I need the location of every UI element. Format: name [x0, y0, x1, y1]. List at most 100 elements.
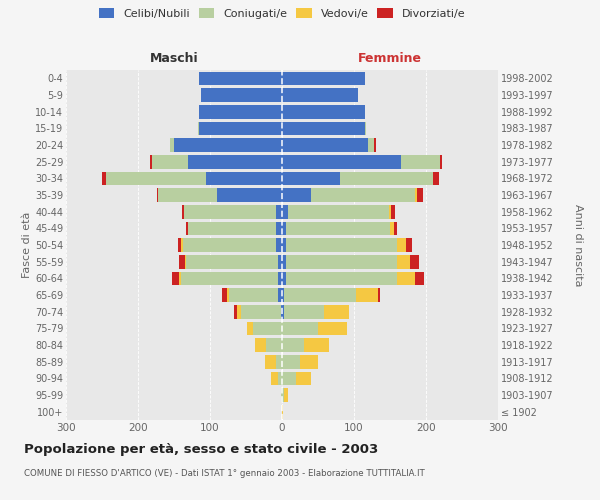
Text: Maschi: Maschi: [149, 52, 199, 65]
Bar: [150, 155, 152, 168]
Bar: [397, 272, 415, 285]
Bar: [179, 255, 185, 268]
Bar: [440, 155, 442, 168]
Bar: [390, 222, 394, 235]
Bar: [199, 105, 282, 118]
Bar: [282, 122, 365, 135]
Bar: [102, 172, 106, 185]
Bar: [282, 222, 286, 235]
Bar: [356, 288, 378, 302]
Text: COMUNE DI FIESSO D'ARTICO (VE) - Dati ISTAT 1° gennaio 2003 - Elaborazione TUTTI: COMUNE DI FIESSO D'ARTICO (VE) - Dati IS…: [24, 469, 425, 478]
Bar: [172, 272, 179, 285]
Bar: [174, 138, 282, 152]
Bar: [284, 388, 288, 402]
Bar: [415, 188, 418, 202]
Bar: [415, 272, 424, 285]
Bar: [286, 238, 397, 252]
Bar: [185, 222, 188, 235]
Bar: [281, 388, 282, 402]
Bar: [288, 205, 389, 218]
Text: Femmine: Femmine: [358, 52, 422, 65]
Bar: [282, 238, 286, 252]
Bar: [198, 122, 199, 135]
Bar: [227, 288, 229, 302]
Bar: [318, 322, 347, 335]
Bar: [202, 88, 282, 102]
Bar: [282, 372, 296, 385]
Bar: [106, 172, 206, 185]
Bar: [241, 305, 281, 318]
Bar: [282, 338, 304, 352]
Bar: [284, 288, 356, 302]
Bar: [181, 238, 182, 252]
Bar: [397, 255, 410, 268]
Bar: [278, 255, 282, 268]
Bar: [182, 205, 184, 218]
Bar: [311, 188, 415, 202]
Bar: [281, 305, 282, 318]
Bar: [406, 238, 412, 252]
Bar: [397, 238, 406, 252]
Bar: [286, 222, 390, 235]
Bar: [256, 338, 266, 352]
Text: Popolazione per età, sesso e stato civile - 2003: Popolazione per età, sesso e stato civil…: [24, 442, 378, 456]
Bar: [199, 122, 282, 135]
Bar: [374, 138, 376, 152]
Bar: [276, 205, 282, 218]
Bar: [300, 355, 318, 368]
Bar: [296, 372, 311, 385]
Bar: [340, 172, 433, 185]
Bar: [182, 238, 276, 252]
Bar: [282, 72, 365, 85]
Bar: [229, 288, 278, 302]
Bar: [266, 338, 282, 352]
Bar: [185, 255, 186, 268]
Bar: [378, 288, 380, 302]
Bar: [178, 238, 181, 252]
Bar: [157, 188, 158, 202]
Bar: [389, 205, 391, 218]
Legend: Celibi/Nubili, Coniugati/e, Vedovi/e, Divorziati/e: Celibi/Nubili, Coniugati/e, Vedovi/e, Di…: [99, 8, 465, 19]
Bar: [184, 205, 276, 218]
Bar: [282, 105, 365, 118]
Bar: [170, 138, 174, 152]
Bar: [276, 355, 282, 368]
Bar: [284, 305, 324, 318]
Bar: [282, 272, 286, 285]
Bar: [282, 305, 284, 318]
Bar: [286, 272, 397, 285]
Bar: [265, 355, 276, 368]
Bar: [365, 122, 366, 135]
Y-axis label: Fasce di età: Fasce di età: [22, 212, 32, 278]
Bar: [324, 305, 349, 318]
Bar: [368, 138, 374, 152]
Bar: [206, 172, 282, 185]
Bar: [234, 305, 238, 318]
Bar: [158, 188, 217, 202]
Bar: [217, 188, 282, 202]
Bar: [304, 338, 329, 352]
Bar: [278, 372, 282, 385]
Bar: [391, 205, 395, 218]
Bar: [278, 288, 282, 302]
Bar: [433, 172, 439, 185]
Bar: [282, 255, 286, 268]
Bar: [247, 322, 253, 335]
Bar: [253, 322, 282, 335]
Bar: [282, 405, 283, 418]
Bar: [186, 255, 278, 268]
Bar: [278, 272, 282, 285]
Bar: [401, 155, 440, 168]
Bar: [282, 138, 368, 152]
Bar: [410, 255, 419, 268]
Y-axis label: Anni di nascita: Anni di nascita: [573, 204, 583, 286]
Bar: [394, 222, 397, 235]
Bar: [181, 272, 278, 285]
Bar: [282, 205, 288, 218]
Bar: [188, 222, 276, 235]
Bar: [271, 372, 278, 385]
Bar: [238, 305, 241, 318]
Bar: [282, 355, 300, 368]
Bar: [199, 72, 282, 85]
Bar: [282, 288, 284, 302]
